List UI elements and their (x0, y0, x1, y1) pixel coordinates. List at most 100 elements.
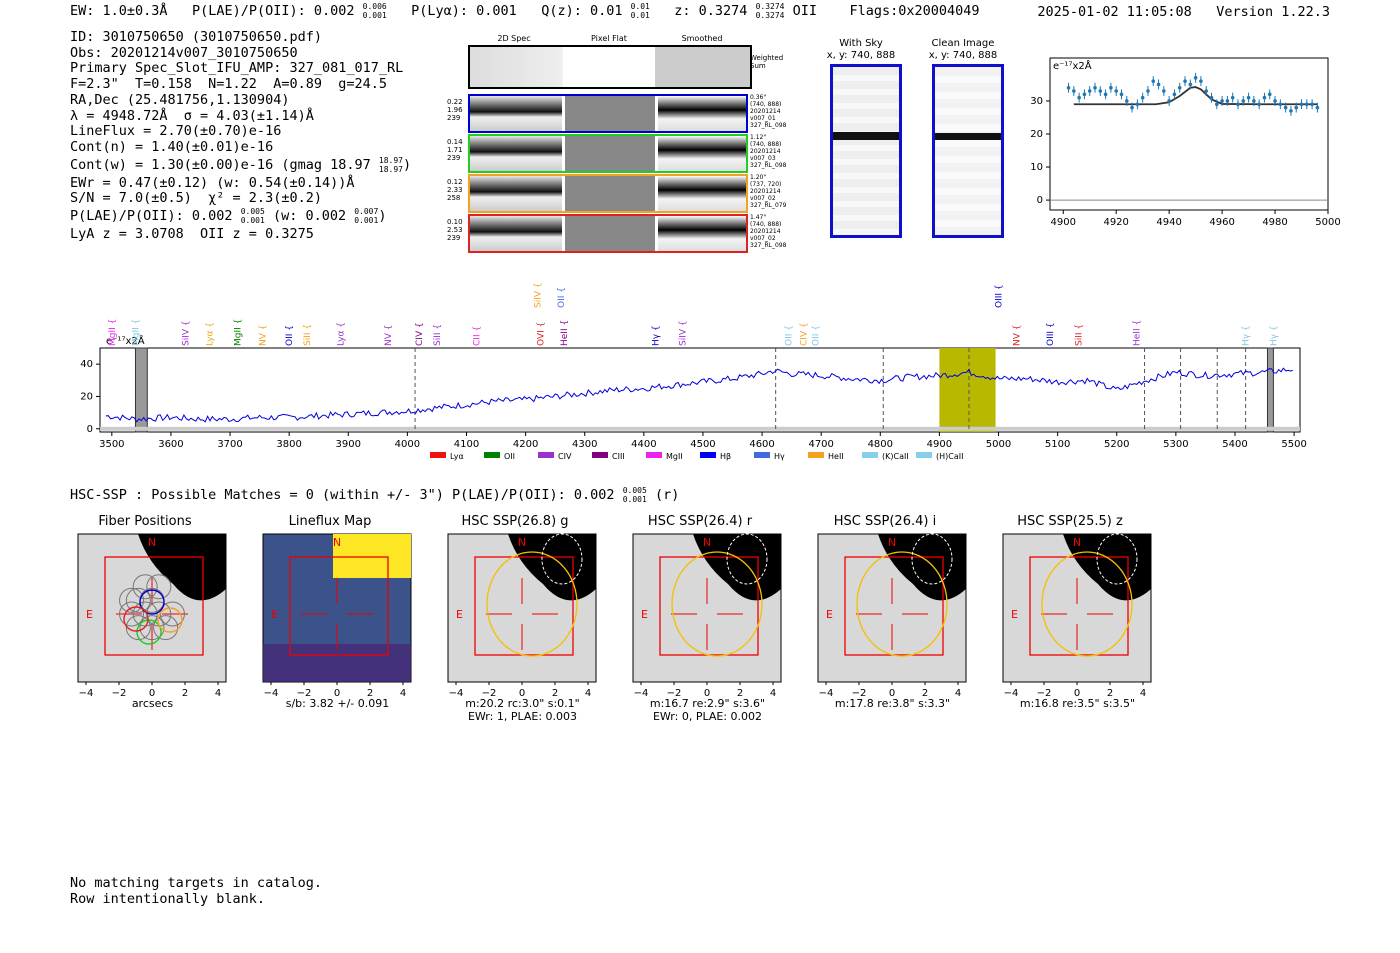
spectrum-line-label: Lyα { (337, 322, 347, 346)
zoom-point (1130, 105, 1134, 110)
qz-range: 0.01 0.01 (630, 2, 650, 20)
zoom-point (1087, 89, 1092, 93)
panel-x-tick-label: 0 (334, 688, 340, 699)
clean-image-xy: x, y: 740, 888 (928, 50, 998, 61)
north-marker: N (333, 536, 341, 549)
zoom-point (1283, 105, 1288, 110)
fiber-circle (159, 601, 185, 627)
zoom-x-tick-label: 4940 (1156, 217, 1181, 228)
cutout-image (658, 216, 746, 251)
spectrum-y-tick-label: 40 (80, 359, 93, 370)
cutout-row: 0.12 2.33 258 1.20" (737, 720) 20201214 v… (440, 174, 800, 213)
panel-caption-2: EWr: 1, PLAE: 0.003 (467, 710, 578, 723)
panel-x-tick-label: 0 (149, 688, 155, 699)
zoom-point (1162, 89, 1166, 93)
panel-x-tick-label: 2 (737, 688, 743, 699)
col-header-flat: Pixel Flat (591, 34, 627, 43)
east-marker: E (1011, 608, 1018, 621)
plya-value: P(Lyα): 0.001 (411, 3, 517, 19)
spectrum-line-label: OII { (285, 325, 295, 346)
clean-image (932, 64, 1004, 238)
zoom-point (1204, 89, 1209, 93)
info-obs: Obs: 20201214v007_3010750650 (70, 44, 298, 61)
zoom-point (1193, 76, 1198, 80)
info-contn: Cont(n) = 1.40(±0.01)e-16 (70, 138, 274, 155)
col-header-smoothed: Smoothed (681, 34, 723, 43)
spectrum-x-tick-label: 4300 (572, 439, 597, 450)
info-ewr: EWr = 0.47(±0.12) (w: 0.54(±0.14))Å (70, 174, 355, 191)
north-marker: N (703, 536, 711, 549)
spectrum-masked-band (134, 347, 148, 433)
cutout-row-stats: 0.10 2.53 239 (447, 218, 463, 242)
spectrum-x-tick-label: 3500 (99, 439, 124, 450)
panel-title: Lineflux Map (288, 514, 372, 529)
zoom-point (1066, 85, 1071, 90)
spectrum-x-tick-label: 3900 (336, 439, 361, 450)
spectrum-y-tick-label: 0 (87, 424, 93, 435)
panel-x-tick-label: −2 (667, 688, 682, 699)
spectrum-frame (99, 347, 1301, 433)
zoom-point (1135, 102, 1140, 107)
spectrum-line-label: CIV { (799, 322, 809, 346)
z-line: OII (792, 3, 817, 19)
legend-label: CIII (612, 452, 625, 461)
panel-title: HSC SSP(26.4) r (647, 514, 753, 529)
cutout-image (470, 96, 562, 131)
cutout-row: 0.22 1.96 239 0.36" (740, 888) 20201214 v… (440, 94, 800, 133)
no-match-line1: No matching targets in catalog. (70, 875, 322, 891)
spectrum-x-tick-label: 4200 (513, 439, 538, 450)
spectrum-line-label: CII { (473, 326, 483, 346)
hsc-text: HSC-SSP : Possible Matches = 0 (within +… (70, 487, 615, 503)
spectrum-x-tick-label: 5500 (1281, 439, 1306, 450)
legend-label: Lyα (450, 452, 464, 461)
zoom-point (1305, 102, 1309, 107)
panel-image: N E −4 −2 0 2 4 (447, 533, 597, 699)
panel-x-tick-label: −4 (1004, 688, 1019, 699)
spectrum-x-tick-label: 4000 (395, 439, 420, 450)
spectrum-line-label: SiIV { (533, 282, 543, 308)
clean-image-panel: Clean Image x, y: 740, 888 (928, 38, 1006, 238)
spectrum-x-tick-label: 4400 (631, 439, 656, 450)
info-lineflux: LineFlux = 2.70(±0.70)e-16 (70, 123, 282, 140)
info-lambda: λ = 4948.72Å σ = 4.03(±1.14)Å (70, 107, 314, 124)
cutout-image (470, 216, 562, 251)
spectrum-line-label: SiII { (303, 324, 313, 346)
spectrum-x-tick-label: 5400 (1222, 439, 1247, 450)
panel-x-tick-label: 4 (955, 688, 961, 699)
fiber-circle (119, 587, 145, 613)
zoom-point (1183, 79, 1187, 83)
zoom-point (1246, 95, 1251, 100)
zoom-y-tick-label: 20 (1030, 129, 1043, 140)
cutout-row-meta: 1.47" (740, 888) 20201214 v007_02 327_RL… (750, 214, 787, 249)
spectrum-x-tick-label: 4100 (454, 439, 479, 450)
info-plae: P(LAE)/P(OII): 0.002 0.005 0.001 (w: 0.00… (70, 207, 387, 226)
fiber-circle (119, 601, 145, 627)
cutout-row-stats: 0.12 2.33 258 (447, 178, 463, 202)
panel-x-tick-label: −2 (482, 688, 497, 699)
fiber-circle (146, 574, 172, 600)
east-marker: E (641, 608, 648, 621)
spectrum-line-label: NV { (259, 325, 269, 346)
lineflux-low (263, 644, 411, 682)
zoom-point (1119, 92, 1124, 97)
info-primary: Primary Spec_Slot_IFU_AMP: 327_081_017_R… (70, 60, 404, 77)
spectrum-line-label: MgII { (131, 319, 141, 346)
col-header-2d: 2D Spec (497, 34, 531, 43)
spectrum-line-label: NV { (384, 325, 394, 346)
panel-x-tick-label: 2 (182, 688, 188, 699)
panel-x-tick-label: −4 (449, 688, 464, 699)
panel-caption-2: EWr: 0, PLAE: 0.002 (652, 710, 763, 723)
panel-title: HSC SSP(26.4) i (833, 514, 937, 529)
source-ellipse (671, 551, 763, 657)
panel-caption: m:20.2 rc:3.0" s:0.1" (465, 697, 580, 710)
zoom-point (1209, 95, 1214, 100)
zoom-point (1072, 89, 1076, 93)
zoom-point (1299, 102, 1304, 107)
with-sky-image (830, 64, 902, 238)
spectrum-x-tick-label: 5000 (986, 439, 1011, 450)
cutout-row-frame (468, 94, 748, 133)
legend-swatch (808, 452, 824, 458)
cutout-image (470, 136, 562, 171)
full-spectrum-chart: e⁻¹⁷x2Å 3500 3600 3700 3800 3900 4000 4100 4200 4… (80, 282, 1307, 461)
info-radec: RA,Dec (25.481756,1.130904) (70, 91, 290, 108)
